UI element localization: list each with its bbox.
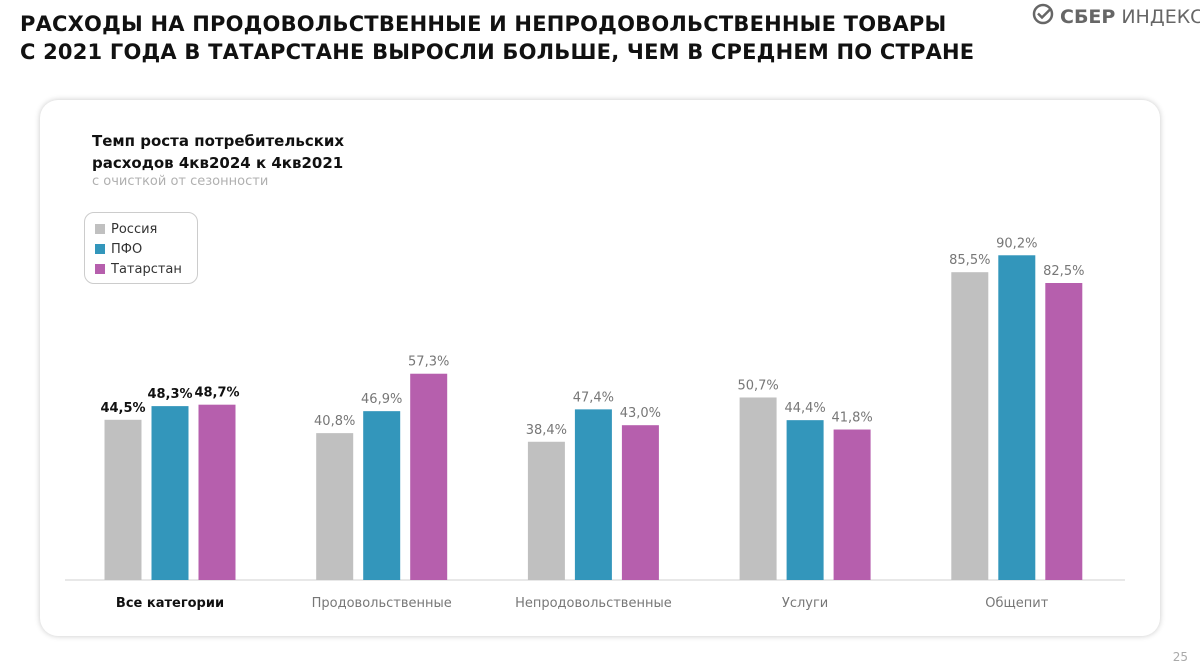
logo-bold: СБЕР xyxy=(1060,5,1116,28)
chart-title-line-1: Темп роста потребительских xyxy=(92,132,345,150)
data-label: 41,8% xyxy=(831,411,872,426)
legend-label: Россия xyxy=(111,221,158,237)
chart-title: Темп роста потребительских расходов 4кв2… xyxy=(92,130,344,174)
data-label: 85,5% xyxy=(949,253,990,268)
data-label: 44,4% xyxy=(784,401,825,416)
data-label: 48,3% xyxy=(147,387,192,402)
bar xyxy=(527,441,565,580)
data-label: 47,4% xyxy=(573,390,614,405)
bar xyxy=(574,409,612,580)
legend-swatch xyxy=(95,224,105,234)
page-number: 25 xyxy=(1172,650,1188,664)
bar xyxy=(151,406,189,580)
data-label: 57,3% xyxy=(408,355,449,370)
page-title: РАСХОДЫ НА ПРОДОВОЛЬСТВЕННЫЕ И НЕПРОДОВО… xyxy=(20,10,974,66)
data-label: 48,7% xyxy=(194,386,239,401)
category-label: Все категории xyxy=(116,596,224,611)
bar xyxy=(998,255,1036,580)
data-label: 46,9% xyxy=(361,392,402,407)
bar xyxy=(621,425,659,580)
bar xyxy=(1045,283,1083,580)
legend-item-pfo: ПФО xyxy=(95,239,197,259)
category-label: Непродовольственные xyxy=(515,596,672,611)
bar xyxy=(410,373,448,580)
legend-swatch xyxy=(95,264,105,274)
bar xyxy=(363,411,401,580)
category-label: Продовольственные xyxy=(312,596,452,611)
sber-index-logo: СБЕР ИНДЕКС xyxy=(1032,3,1200,30)
legend: Россия ПФО Татарстан xyxy=(84,212,198,284)
category-label: Услуги xyxy=(782,596,828,611)
data-label: 90,2% xyxy=(996,236,1037,251)
logo-light: ИНДЕКС xyxy=(1121,5,1200,28)
data-label: 43,0% xyxy=(620,406,661,421)
category-label: Общепит xyxy=(985,596,1048,611)
data-label: 44,5% xyxy=(100,401,145,416)
title-line-2: С 2021 ГОДА В ТАТАРСТАНЕ ВЫРОСЛИ БОЛЬШЕ,… xyxy=(20,40,975,64)
bar xyxy=(786,420,824,580)
bar xyxy=(739,397,777,580)
data-label: 38,4% xyxy=(526,423,567,438)
bar xyxy=(833,429,871,580)
title-line-1: РАСХОДЫ НА ПРОДОВОЛЬСТВЕННЫЕ И НЕПРОДОВО… xyxy=(20,12,947,36)
legend-label: Татарстан xyxy=(111,261,182,277)
bar xyxy=(316,433,354,580)
legend-label: ПФО xyxy=(111,241,143,257)
data-label: 40,8% xyxy=(314,414,355,429)
legend-swatch xyxy=(95,244,105,254)
data-label: 82,5% xyxy=(1043,264,1084,279)
bar xyxy=(951,272,989,580)
chart-title-line-2: расходов 4кв2024 к 4кв2021 xyxy=(92,154,344,172)
chart-subtitle: с очисткой от сезонности xyxy=(92,174,269,189)
check-circle-icon xyxy=(1032,3,1054,30)
bar xyxy=(198,404,236,580)
legend-item-tatarstan: Татарстан xyxy=(95,259,197,279)
data-label: 50,7% xyxy=(737,378,778,393)
bar xyxy=(104,419,142,580)
legend-item-russia: Россия xyxy=(95,219,197,239)
